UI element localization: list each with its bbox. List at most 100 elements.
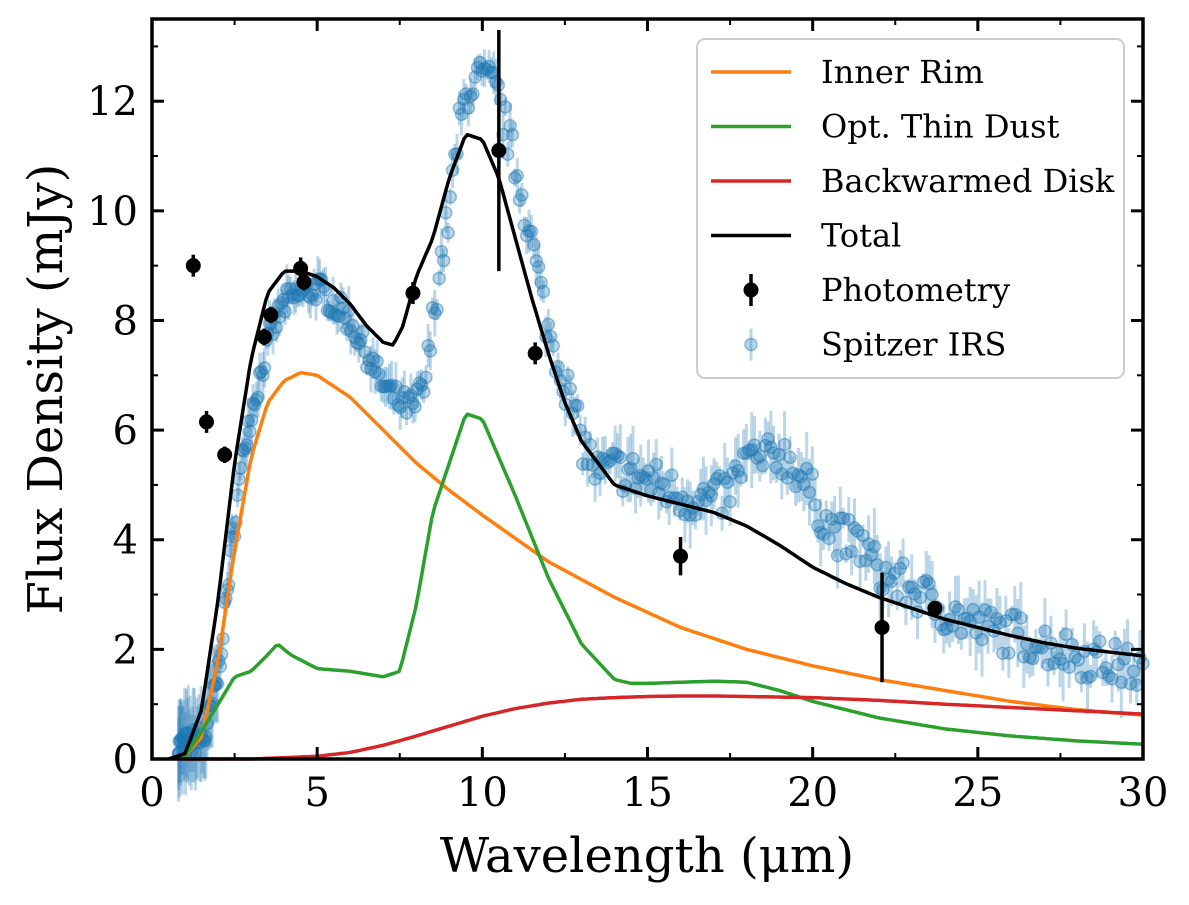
photometry-point bbox=[527, 345, 543, 361]
irs-point bbox=[244, 413, 259, 428]
irs-point bbox=[303, 291, 318, 305]
irs-point bbox=[470, 60, 485, 75]
irs-point bbox=[646, 470, 661, 485]
irs-point bbox=[404, 388, 418, 402]
irs-point bbox=[350, 335, 364, 350]
irs-point bbox=[1002, 646, 1016, 660]
irs-point bbox=[621, 462, 635, 477]
legend-item-inner_rim: Inner Rim bbox=[711, 53, 984, 91]
photometry-point bbox=[217, 447, 233, 463]
irs-point bbox=[780, 471, 795, 485]
irs-point bbox=[922, 576, 936, 591]
irs-point bbox=[791, 468, 806, 482]
irs-point bbox=[859, 553, 873, 568]
irs-point bbox=[1080, 671, 1095, 685]
irs-point bbox=[529, 254, 543, 268]
irs-point bbox=[517, 218, 532, 233]
irs-point bbox=[527, 237, 541, 252]
irs-point bbox=[1053, 652, 1067, 666]
irs-point bbox=[887, 566, 902, 581]
irs-point bbox=[1062, 660, 1076, 675]
y-tick-label: 4 bbox=[113, 518, 138, 564]
photometry-point bbox=[256, 329, 272, 345]
curve-thin_dust bbox=[168, 412, 1144, 761]
irs-point bbox=[358, 345, 372, 359]
irs-point bbox=[758, 438, 773, 453]
irs-point bbox=[720, 475, 735, 490]
irs-point bbox=[753, 449, 767, 463]
irs-point bbox=[330, 308, 344, 323]
irs-point bbox=[372, 367, 386, 381]
irs-point bbox=[354, 333, 368, 347]
irs-point bbox=[707, 477, 721, 491]
irs-point bbox=[410, 382, 425, 396]
irs-point bbox=[421, 338, 435, 353]
irs-point bbox=[423, 344, 438, 358]
irs-point bbox=[844, 544, 859, 559]
irs-point bbox=[249, 393, 264, 407]
irs-point bbox=[864, 548, 879, 562]
irs-point bbox=[802, 485, 817, 500]
irs-point bbox=[281, 290, 296, 305]
irs-point bbox=[332, 309, 346, 324]
y-tick-label: 0 bbox=[113, 737, 138, 783]
irs-point bbox=[389, 379, 403, 394]
irs-point bbox=[902, 580, 916, 595]
legend-label: Total bbox=[821, 217, 901, 255]
irs-point bbox=[274, 296, 289, 310]
irs-point bbox=[755, 458, 770, 473]
irs-point bbox=[468, 70, 482, 84]
irs-point bbox=[364, 362, 378, 376]
irs-point bbox=[649, 457, 663, 472]
irs-point bbox=[326, 293, 340, 308]
photometry-point bbox=[927, 600, 943, 616]
irs-point bbox=[257, 361, 272, 375]
irs-point bbox=[434, 244, 449, 259]
irs-point bbox=[287, 290, 301, 305]
irs-point bbox=[248, 398, 262, 412]
irs-point bbox=[836, 511, 850, 525]
irs-point bbox=[636, 470, 651, 485]
irs-point bbox=[508, 171, 522, 185]
irs-point bbox=[1071, 653, 1086, 667]
irs-point bbox=[370, 354, 384, 369]
irs-point bbox=[605, 446, 620, 460]
irs-point bbox=[893, 561, 907, 576]
irs-point bbox=[805, 467, 820, 481]
irs-point bbox=[352, 337, 366, 351]
irs-point bbox=[454, 107, 469, 122]
legend-label: Spitzer IRS bbox=[821, 326, 1006, 364]
irs-point bbox=[246, 396, 260, 411]
legend-item-thin_dust: Opt. Thin Dust bbox=[711, 108, 1060, 146]
irs-point bbox=[853, 554, 867, 569]
irs-point bbox=[808, 498, 822, 512]
legend-swatch-marker bbox=[744, 337, 758, 352]
photometry-point bbox=[263, 307, 279, 323]
irs-point bbox=[611, 448, 625, 463]
irs-point bbox=[786, 466, 800, 480]
irs-point bbox=[436, 253, 451, 268]
irs-point bbox=[764, 440, 778, 454]
irs-point bbox=[948, 600, 963, 614]
irs-point bbox=[568, 398, 582, 413]
irs-point bbox=[393, 400, 407, 414]
irs-point bbox=[252, 366, 267, 380]
photometry-point bbox=[185, 258, 201, 274]
irs-point bbox=[850, 524, 865, 538]
irs-point bbox=[1099, 661, 1113, 675]
x-tick-label: 5 bbox=[304, 770, 329, 816]
irs-point bbox=[348, 330, 362, 345]
irs-point bbox=[919, 573, 933, 588]
axis-ticks bbox=[150, 19, 1145, 761]
irs-point bbox=[397, 385, 412, 399]
irs-point bbox=[1041, 658, 1055, 672]
irs-point bbox=[925, 587, 939, 602]
irs-point bbox=[842, 512, 856, 527]
irs-point bbox=[726, 466, 740, 480]
irs-point bbox=[524, 224, 539, 239]
irs-point bbox=[870, 558, 884, 572]
irs-point bbox=[256, 368, 270, 383]
irs-point bbox=[1017, 649, 1031, 664]
irs-point bbox=[1068, 650, 1083, 664]
photometry-series bbox=[185, 29, 943, 683]
